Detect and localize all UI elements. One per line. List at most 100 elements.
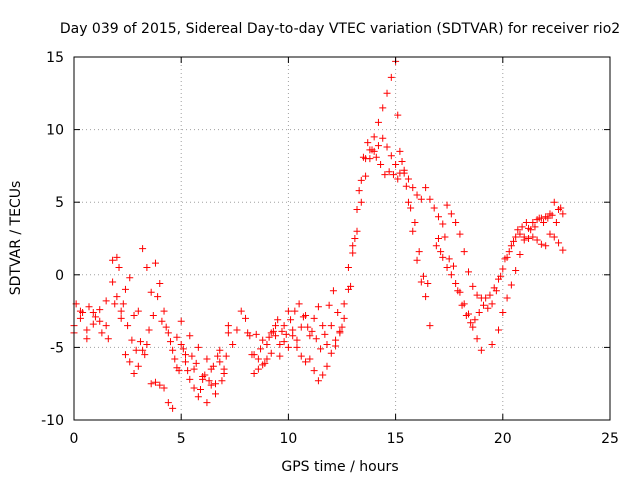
data-point [327, 349, 335, 357]
data-point [267, 349, 275, 357]
data-point [196, 386, 204, 394]
data-point [147, 288, 155, 296]
data-point [91, 313, 99, 321]
data-point [128, 336, 136, 344]
data-point [169, 346, 177, 354]
y-tick-label: 10 [46, 123, 64, 139]
data-point [113, 253, 121, 261]
data-point [319, 322, 327, 330]
data-point [254, 365, 262, 373]
data-point [417, 195, 425, 203]
data-point [327, 322, 335, 330]
data-point [409, 227, 417, 235]
data-point [548, 211, 556, 219]
data-point [284, 343, 292, 351]
data-point [503, 294, 511, 302]
data-point [132, 346, 140, 354]
data-point [469, 282, 477, 290]
data-point [109, 278, 117, 286]
data-point [224, 322, 232, 330]
data-point [555, 239, 563, 247]
data-point [207, 381, 215, 389]
data-point [139, 245, 147, 253]
data-point [248, 351, 256, 359]
x-tick-label: 0 [70, 431, 79, 447]
data-point [229, 340, 237, 348]
data-point [484, 304, 492, 312]
data-point [115, 264, 123, 272]
data-point [186, 375, 194, 383]
data-point [299, 313, 307, 321]
data-point [351, 235, 359, 242]
data-point [419, 272, 427, 280]
data-point [111, 300, 119, 308]
data-point [353, 227, 361, 235]
data-point [366, 155, 374, 163]
data-point [293, 336, 301, 344]
data-point [437, 248, 445, 256]
data-point [121, 285, 129, 293]
data-point [469, 323, 477, 331]
data-point [398, 158, 406, 166]
data-point [439, 220, 447, 228]
data-point [383, 143, 391, 151]
data-point [169, 404, 177, 412]
data-point [432, 242, 440, 250]
data-point [404, 198, 412, 206]
data-point [145, 326, 153, 334]
data-point [162, 323, 170, 331]
data-point [544, 214, 552, 222]
data-point [434, 235, 442, 242]
data-point [282, 330, 290, 338]
data-point [334, 309, 342, 317]
data-point [374, 118, 382, 126]
data-point [349, 249, 357, 257]
data-point [499, 309, 507, 317]
data-point [141, 351, 149, 359]
data-point [452, 219, 460, 227]
data-point [201, 371, 209, 379]
data-point [443, 201, 451, 209]
data-point [252, 330, 260, 338]
data-point [529, 219, 537, 227]
data-point [357, 198, 365, 206]
data-point [289, 332, 297, 340]
y-tick-label: -10 [41, 413, 64, 429]
data-point [344, 264, 352, 272]
data-point [130, 311, 138, 319]
data-point [501, 255, 509, 263]
plot-frame [73, 56, 611, 421]
data-point [190, 365, 198, 373]
data-point [473, 291, 481, 299]
data-point [417, 278, 425, 286]
data-point [317, 345, 325, 353]
data-point [104, 335, 112, 343]
data-point [460, 248, 468, 256]
data-point [76, 314, 84, 322]
data-point [85, 303, 93, 311]
data-point [355, 187, 363, 195]
data-point [409, 184, 417, 192]
data-point [441, 233, 449, 241]
data-point [535, 214, 543, 222]
data-point [559, 246, 567, 254]
y-tick-label: -5 [50, 340, 64, 356]
data-point [377, 160, 385, 168]
data-point [516, 250, 524, 258]
data-point [220, 370, 228, 378]
data-point [306, 332, 314, 340]
data-point [177, 317, 185, 325]
data-point [458, 301, 466, 309]
data-point [529, 233, 537, 241]
data-point [184, 367, 192, 375]
data-point [413, 256, 421, 264]
data-point [158, 317, 166, 325]
data-point [177, 340, 185, 348]
data-point [160, 384, 168, 392]
data-point [102, 322, 110, 330]
data-point [151, 378, 159, 386]
data-point [557, 204, 565, 212]
data-point [237, 307, 245, 315]
data-point [381, 171, 389, 179]
x-tick-label: 5 [177, 431, 186, 447]
